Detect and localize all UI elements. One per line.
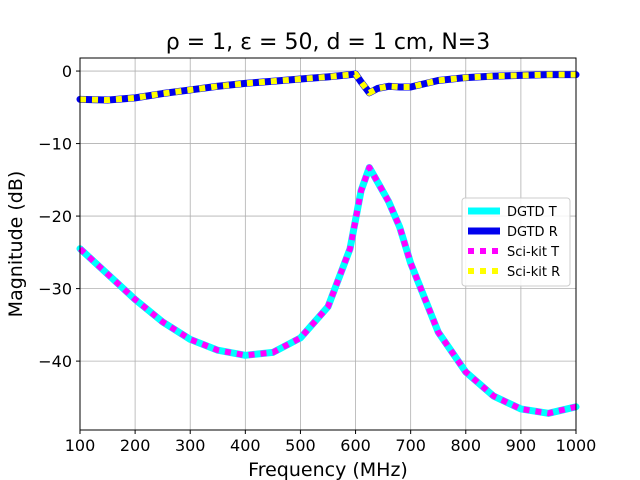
x-axis-label: Frequency (MHz) (248, 459, 408, 480)
x-tick-label: 500 (285, 436, 316, 455)
legend-label: DGTD T (507, 205, 557, 220)
x-tick-label: 1000 (556, 436, 597, 455)
legend-box (461, 197, 571, 287)
legend: DGTD T DGTD R Sci-kit T Sci-kit R (461, 197, 571, 287)
x-tick-label: 900 (506, 436, 537, 455)
chart-title: ρ = 1, ε = 50, d = 1 cm, N=3 (166, 30, 490, 55)
x-tick-label: 800 (451, 436, 482, 455)
x-tick-label: 300 (175, 436, 206, 455)
legend-label: DGTD R (507, 225, 558, 240)
y-tick-label: −40 (38, 352, 72, 371)
x-axis-ticks: 100 200 300 400 500 600 700 800 900 1000 (65, 430, 597, 455)
x-tick-label: 100 (65, 436, 96, 455)
x-tick-label: 400 (230, 436, 261, 455)
y-axis-ticks: 0 −10 −20 −30 −40 (38, 62, 80, 371)
series-line-sci-kit-r (79, 70, 576, 104)
series-line-sci-kit-t (77, 164, 577, 417)
y-tick-label: −20 (38, 207, 72, 226)
plot-frame (79, 57, 577, 431)
y-axis-label: Magnitude (dB) (5, 171, 27, 318)
x-tick-label: 700 (395, 436, 426, 455)
legend-label: Sci-kit T (507, 245, 559, 260)
y-tick-label: −30 (38, 280, 72, 299)
series-lines (76, 70, 580, 417)
x-tick-label: 600 (340, 436, 371, 455)
x-tick-label: 200 (120, 436, 151, 455)
y-tick-label: −10 (38, 135, 72, 154)
legend-label: Sci-kit R (507, 265, 560, 280)
y-tick-label: 0 (62, 62, 72, 81)
